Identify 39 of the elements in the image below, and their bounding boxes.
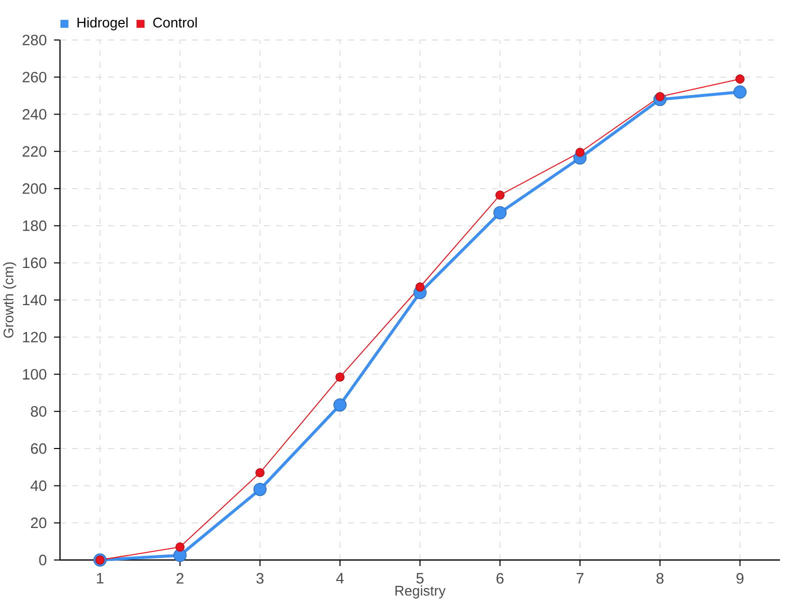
- point: [575, 148, 585, 157]
- y-tick-label: 100: [23, 368, 46, 380]
- y-tick-label: 280: [22, 34, 46, 46]
- y-tick-label: 260: [22, 72, 46, 82]
- x-tick-label: 3: [256, 573, 264, 584]
- y-tick-label: 160: [23, 258, 46, 268]
- point: [335, 372, 345, 382]
- x-tick-label: 2: [176, 573, 184, 584]
- y-tick-label: 80: [30, 406, 46, 417]
- y-tick-label: 40: [30, 480, 46, 492]
- x-tick-label: 7: [576, 573, 584, 584]
- y-tick-label: 0: [39, 554, 46, 566]
- y-tick-label: 180: [23, 220, 46, 232]
- y-axis-title: Growth (cm): [3, 262, 16, 338]
- y-tick-label: 200: [22, 183, 46, 194]
- point: [495, 190, 505, 200]
- legend-label: Hidrogel: [78, 17, 128, 30]
- point: [253, 482, 267, 496]
- y-tick-label: 20: [31, 518, 46, 528]
- x-axis-title: Registry: [395, 585, 446, 598]
- x-tick-label: 8: [656, 573, 664, 584]
- point: [415, 282, 425, 292]
- y-tick-label: 140: [23, 294, 46, 306]
- x-tick-label: 6: [496, 573, 504, 584]
- point: [735, 74, 745, 84]
- point: [175, 542, 185, 552]
- x-tick-label: 5: [416, 573, 424, 584]
- x-tick-label: 1: [96, 573, 104, 584]
- x-tick-label: 9: [736, 573, 744, 584]
- legend-label: Control: [153, 17, 197, 28]
- point: [733, 85, 747, 99]
- y-tick-label: 220: [22, 146, 46, 157]
- point: [493, 206, 507, 220]
- point: [255, 468, 265, 478]
- point: [333, 398, 347, 412]
- y-tick-label: 60: [31, 443, 46, 454]
- y-tick-label: 120: [23, 332, 46, 342]
- y-tick-label: 240: [22, 108, 46, 120]
- x-tick-label: 4: [336, 573, 344, 584]
